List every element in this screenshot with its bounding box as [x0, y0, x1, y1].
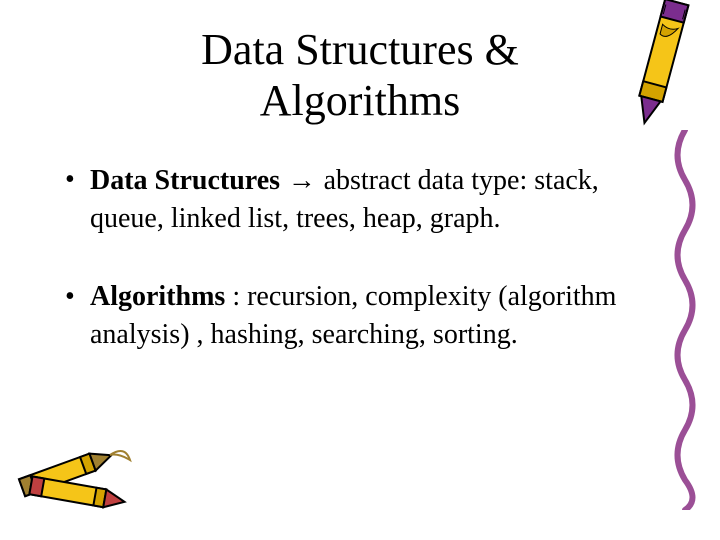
title-line-1: Data Structures & — [201, 25, 519, 74]
squiggle-decoration — [665, 130, 705, 515]
bullet-item: Data Structures → abstract data type: st… — [60, 161, 660, 238]
crayons-icon-bottomleft — [10, 425, 160, 530]
slide-title: Data Structures & Algorithms — [60, 25, 660, 126]
crayon-icon-topright — [620, 0, 700, 145]
colon-separator: : — [225, 281, 247, 312]
arrow-icon: → — [280, 164, 324, 195]
slide-container: Data Structures & Algorithms Data Struct… — [0, 0, 720, 540]
bullet-bold-text: Algorithms — [90, 281, 225, 312]
title-line-2: Algorithms — [260, 76, 460, 125]
bullet-bold-text: Data Structures — [90, 165, 280, 196]
bullet-item: Algorithms : recursion, complexity (algo… — [60, 278, 660, 354]
